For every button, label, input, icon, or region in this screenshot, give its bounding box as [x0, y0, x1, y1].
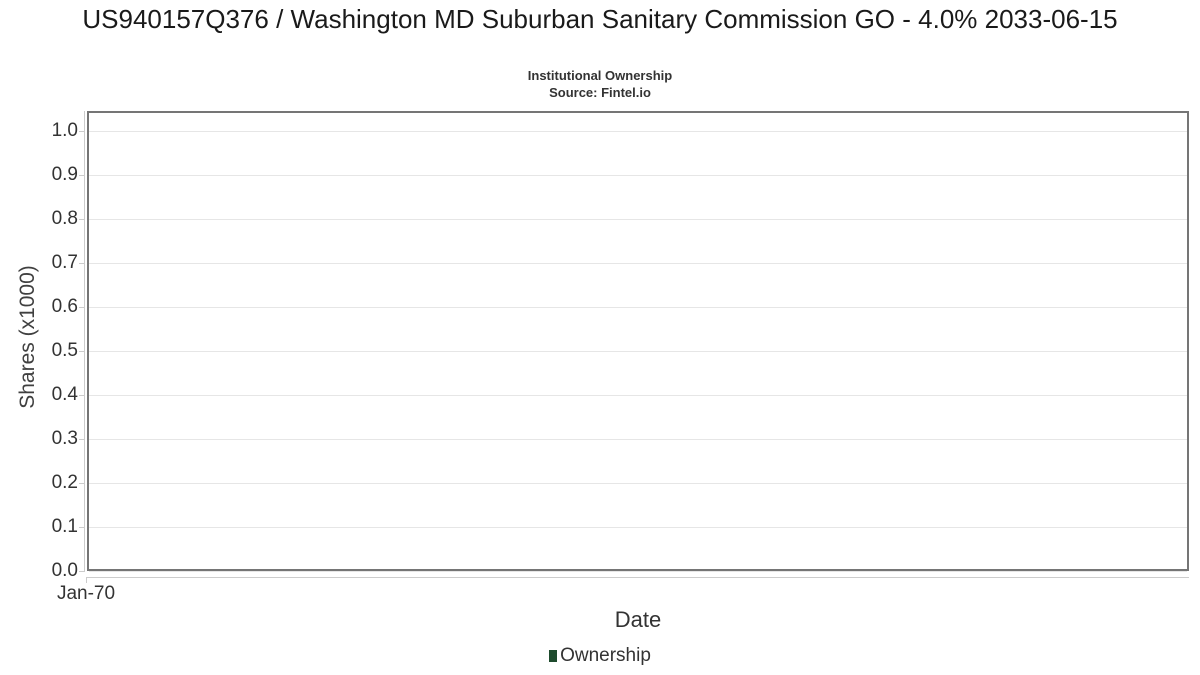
y-tick-mark [79, 395, 85, 396]
gridline [89, 131, 1187, 132]
y-tick-mark [79, 175, 85, 176]
x-axis-title: Date [614, 607, 662, 632]
gridline [89, 351, 1187, 352]
y-tick-label: 0.1 [51, 516, 78, 537]
plot-area [87, 111, 1189, 572]
y-tick-label: 0.8 [51, 208, 78, 229]
gridline [89, 439, 1187, 440]
x-axis-tick-mark [86, 577, 87, 583]
legend-series-label: Ownership [560, 645, 651, 666]
x-axis-tick-label: Jan-70 [56, 583, 116, 604]
gridline [89, 483, 1187, 484]
gridline [89, 395, 1187, 396]
gridline [89, 527, 1187, 528]
y-tick-label: 1.0 [51, 120, 78, 141]
legend-series-marker-icon [549, 650, 558, 662]
y-tick-mark [79, 351, 85, 352]
gridline [89, 571, 1187, 572]
chart-subtitle: Institutional Ownership [527, 68, 673, 83]
gridline [89, 219, 1187, 220]
chart-source: Source: Fintel.io [549, 85, 651, 100]
y-tick-label: 0.2 [51, 472, 78, 493]
y-tick-mark [79, 263, 85, 264]
x-axis-line [87, 577, 1189, 578]
y-tick-label: 0.7 [51, 252, 78, 273]
y-tick-label: 0.0 [51, 560, 78, 581]
y-axis-line [84, 111, 85, 571]
legend-item-ownership[interactable]: Ownership [549, 645, 651, 667]
gridline [89, 263, 1187, 264]
y-tick-label: 0.5 [51, 340, 78, 361]
gridline [89, 307, 1187, 308]
y-tick-mark [79, 571, 85, 572]
legend: Ownership [0, 645, 1200, 667]
y-tick-mark [79, 131, 85, 132]
y-tick-mark [79, 307, 85, 308]
y-tick-mark [79, 483, 85, 484]
gridline [89, 175, 1187, 176]
y-tick-mark [79, 527, 85, 528]
y-tick-label: 0.3 [51, 428, 78, 449]
chart-title: US940157Q376 / Washington MD Suburban Sa… [82, 4, 1118, 34]
y-tick-label: 0.9 [51, 164, 78, 185]
y-tick-label: 0.6 [51, 296, 78, 317]
y-tick-label: 0.4 [51, 384, 78, 405]
y-tick-mark [79, 219, 85, 220]
y-tick-mark [79, 439, 85, 440]
